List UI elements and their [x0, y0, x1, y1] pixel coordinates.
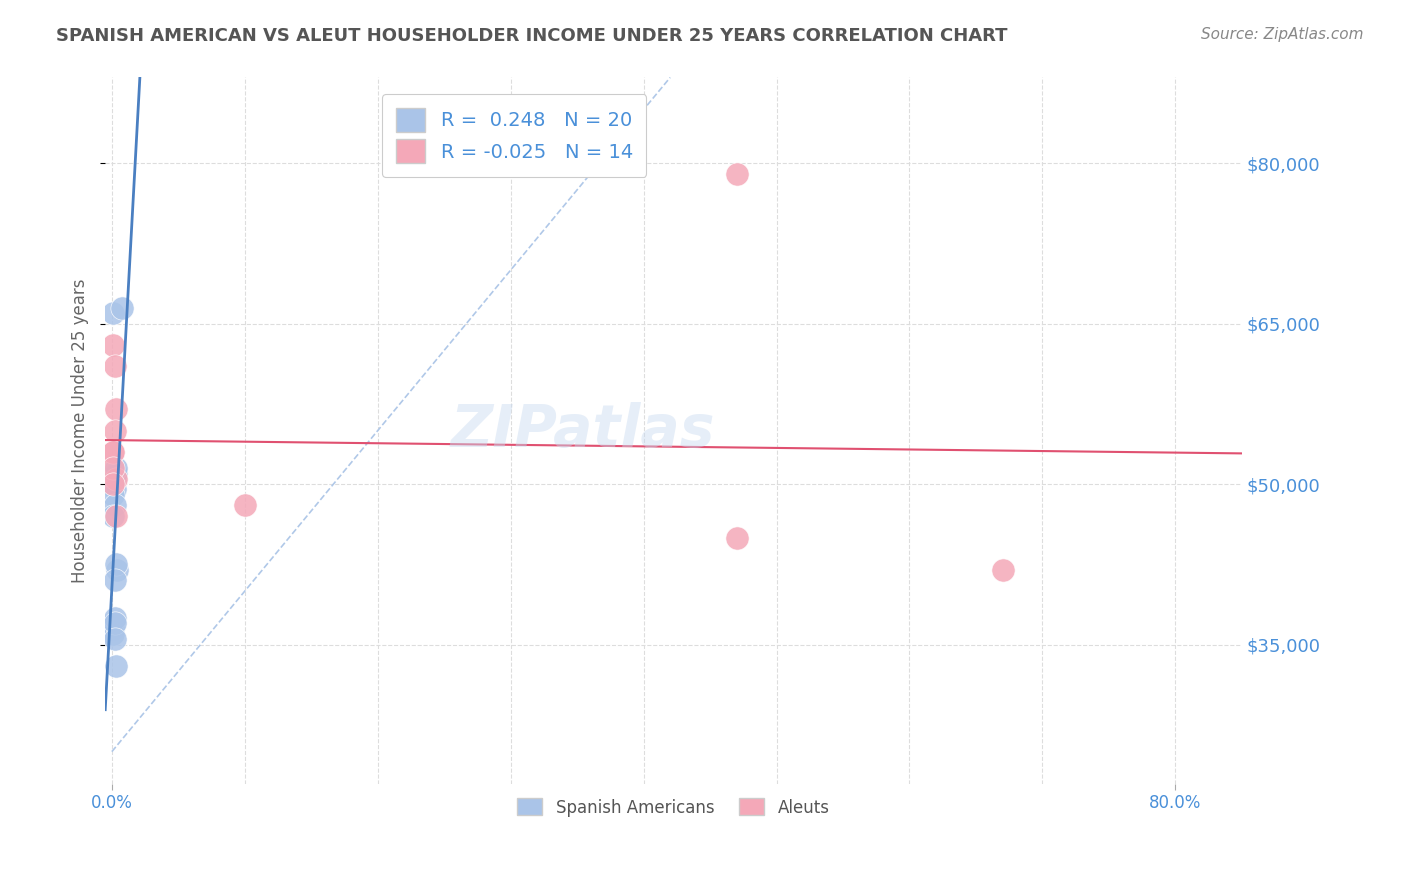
Point	[103, 461, 125, 475]
Point	[103, 472, 125, 486]
Point	[103, 611, 125, 625]
Point	[103, 424, 125, 438]
Text: SPANISH AMERICAN VS ALEUT HOUSEHOLDER INCOME UNDER 25 YEARS CORRELATION CHART: SPANISH AMERICAN VS ALEUT HOUSEHOLDER IN…	[56, 27, 1008, 45]
Point	[103, 445, 125, 459]
Y-axis label: Householder Income Under 25 years: Householder Income Under 25 years	[72, 278, 89, 582]
Point	[233, 499, 256, 513]
Point	[103, 627, 125, 641]
Point	[103, 574, 125, 588]
Point	[103, 483, 125, 497]
Point	[103, 509, 125, 524]
Point	[103, 632, 125, 647]
Point	[103, 306, 125, 320]
Point	[103, 477, 125, 491]
Point	[103, 616, 125, 631]
Point	[103, 359, 125, 374]
Point	[725, 167, 748, 181]
Legend: Spanish Americans, Aleuts: Spanish Americans, Aleuts	[509, 790, 838, 825]
Point	[111, 301, 134, 315]
Point	[104, 659, 127, 673]
Point	[104, 558, 127, 572]
Point	[103, 499, 125, 513]
Point	[105, 563, 128, 577]
Point	[104, 472, 127, 486]
Point	[103, 477, 125, 491]
Point	[104, 402, 127, 417]
Point	[103, 622, 125, 636]
Point	[104, 509, 127, 524]
Point	[104, 461, 127, 475]
Point	[103, 616, 125, 631]
Point	[725, 531, 748, 545]
Point	[991, 563, 1014, 577]
Point	[103, 488, 125, 502]
Text: ZIPatlas: ZIPatlas	[450, 402, 714, 459]
Text: Source: ZipAtlas.com: Source: ZipAtlas.com	[1201, 27, 1364, 42]
Point	[103, 445, 125, 459]
Point	[104, 467, 127, 481]
Point	[103, 338, 125, 352]
